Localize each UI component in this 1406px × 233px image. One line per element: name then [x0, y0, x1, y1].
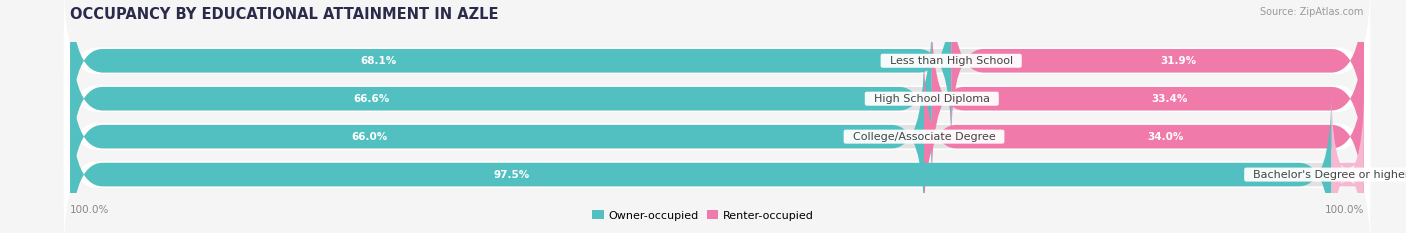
FancyBboxPatch shape: [70, 92, 1364, 233]
FancyBboxPatch shape: [70, 16, 932, 182]
FancyBboxPatch shape: [70, 54, 1364, 220]
FancyBboxPatch shape: [932, 16, 1364, 182]
FancyBboxPatch shape: [70, 16, 1364, 182]
FancyBboxPatch shape: [63, 93, 1371, 233]
Text: Bachelor's Degree or higher: Bachelor's Degree or higher: [1246, 170, 1406, 180]
Text: OCCUPANCY BY EDUCATIONAL ATTAINMENT IN AZLE: OCCUPANCY BY EDUCATIONAL ATTAINMENT IN A…: [70, 7, 499, 22]
Text: Less than High School: Less than High School: [883, 56, 1019, 66]
FancyBboxPatch shape: [70, 0, 1364, 144]
FancyBboxPatch shape: [70, 92, 1331, 233]
FancyBboxPatch shape: [63, 17, 1371, 180]
Legend: Owner-occupied, Renter-occupied: Owner-occupied, Renter-occupied: [588, 206, 818, 225]
Text: 100.0%: 100.0%: [1324, 205, 1364, 215]
Text: 100.0%: 100.0%: [70, 205, 110, 215]
FancyBboxPatch shape: [63, 55, 1371, 218]
Text: 31.9%: 31.9%: [1160, 56, 1197, 66]
FancyBboxPatch shape: [1331, 92, 1364, 233]
Text: 97.5%: 97.5%: [494, 170, 530, 180]
Text: College/Associate Degree: College/Associate Degree: [845, 132, 1002, 142]
Text: 68.1%: 68.1%: [360, 56, 396, 66]
Text: 66.6%: 66.6%: [354, 94, 389, 104]
FancyBboxPatch shape: [63, 0, 1371, 142]
FancyBboxPatch shape: [952, 0, 1364, 144]
Text: 34.0%: 34.0%: [1147, 132, 1184, 142]
Text: High School Diploma: High School Diploma: [866, 94, 997, 104]
FancyBboxPatch shape: [70, 54, 924, 220]
Text: 33.4%: 33.4%: [1152, 94, 1188, 104]
Text: 2.5%: 2.5%: [1384, 170, 1406, 180]
Text: 66.0%: 66.0%: [352, 132, 387, 142]
FancyBboxPatch shape: [70, 0, 952, 144]
FancyBboxPatch shape: [924, 54, 1364, 220]
Text: Source: ZipAtlas.com: Source: ZipAtlas.com: [1260, 7, 1364, 17]
